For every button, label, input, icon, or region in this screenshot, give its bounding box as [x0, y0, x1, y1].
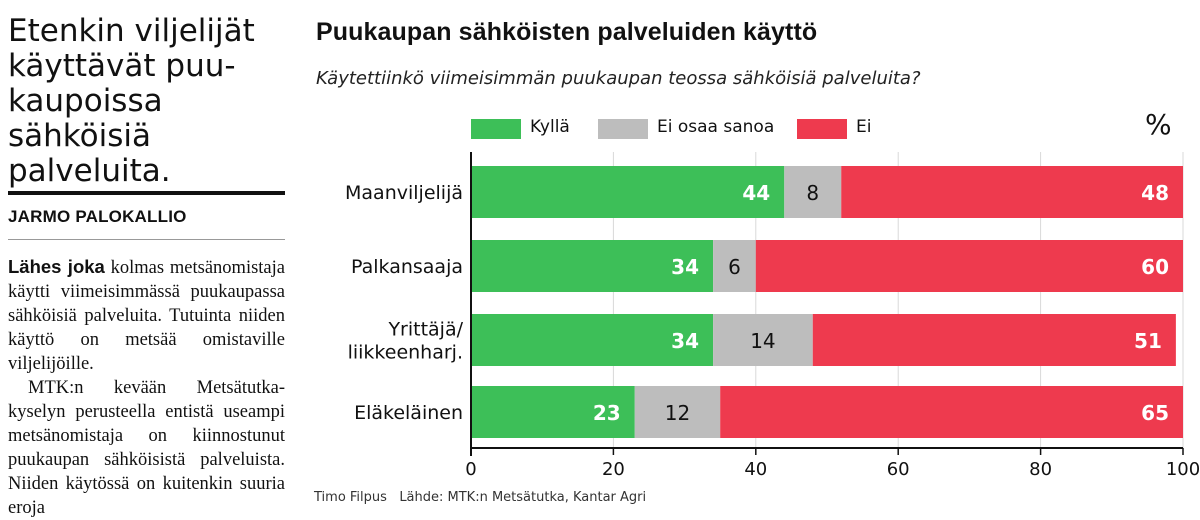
headline-line: Etenkin viljelijät [8, 13, 255, 49]
data-label: 14 [750, 329, 775, 353]
bar-segment [713, 314, 813, 366]
byline-bottom-rule [8, 239, 285, 240]
category-label: Maanviljelijä [345, 182, 463, 204]
byline: JARMO PALOKALLIO [8, 207, 187, 226]
x-tick-label: 20 [602, 459, 625, 480]
data-label: 8 [806, 181, 819, 205]
bar-segment [720, 386, 1183, 438]
data-label: 51 [1134, 329, 1162, 353]
bar-segment [471, 314, 714, 366]
data-label: 12 [665, 401, 690, 425]
category-label: Yrittäjä/liikkeenharj. [348, 319, 464, 364]
data-label: 34 [671, 255, 699, 279]
category-label: Eläkeläinen [354, 402, 463, 424]
article-paragraph: MTK:n kevään Metsätutka-kyselyn perustee… [8, 378, 285, 518]
bar-segment [471, 240, 714, 292]
stacked-bar-chart: 44 8 48 Maanviljelijä 34 6 60 Palkansaaja 34 14 51… [345, 152, 1200, 480]
category-label-line: liikkeenharj. [348, 342, 463, 364]
article-paragraph: Lähes joka kolmas metsänomistaja käytti … [8, 255, 285, 376]
chart-footer: Timo Filpus Lähde: MTK:n Metsätutka, Kan… [314, 490, 647, 505]
bar-segment [812, 314, 1176, 366]
byline-top-rule [8, 191, 285, 195]
data-label: 65 [1141, 401, 1169, 425]
bar-segment [471, 166, 785, 218]
legend-swatch-yes [471, 119, 521, 139]
legend-label-no: Ei [856, 117, 872, 137]
bar-segment [713, 240, 756, 292]
category-label-line: Maanviljelijä [345, 182, 463, 204]
data-label: 6 [728, 255, 741, 279]
article-headline: Etenkin viljelijät käyttävät puu- kaupoi… [8, 14, 298, 189]
data-label: 34 [671, 329, 699, 353]
headline-line: palveluita. [8, 153, 171, 189]
x-tick-label: 60 [887, 459, 910, 480]
bar-segment [755, 240, 1183, 292]
category-label-line: Eläkeläinen [354, 402, 463, 424]
headline-line: käyttävät puu- [8, 48, 236, 84]
category-label-line: Palkansaaja [351, 256, 463, 278]
headline-line: kaupoissa sähköisiä [8, 83, 163, 154]
article-text: kolmas metsänomistaja käytti viimeisimmä… [8, 258, 285, 374]
x-tick-label: 0 [465, 459, 476, 480]
data-label: 48 [1141, 181, 1169, 205]
chart-title: Puukaupan sähköisten palveluiden käyttö [316, 18, 818, 46]
article-body: Lähes joka kolmas metsänomistaja käytti … [8, 255, 285, 520]
bar-segment [634, 386, 721, 438]
x-tick-label: 40 [744, 459, 767, 480]
data-label: 23 [593, 401, 621, 425]
legend-label-yes: Kyllä [530, 117, 570, 137]
category-label-line: Yrittäjä/ [387, 319, 463, 341]
chart-subtitle: Käytettiinkö viimeisimmän puukaupan teos… [316, 68, 921, 89]
data-label: 44 [742, 181, 770, 205]
legend-swatch-no [797, 119, 847, 139]
data-label: 60 [1141, 255, 1169, 279]
bar-segment [784, 166, 842, 218]
x-tick-label: 100 [1166, 459, 1200, 480]
legend-swatch-unsure [598, 119, 648, 139]
bar-segment [841, 166, 1183, 218]
x-tick-label: 80 [1029, 459, 1052, 480]
category-label: Palkansaaja [351, 256, 463, 278]
legend-label-unsure: Ei osaa sanoa [657, 117, 775, 137]
unit-label: % [1145, 108, 1172, 141]
bar-segment [471, 386, 635, 438]
article-lead: Lähes joka [8, 256, 105, 277]
